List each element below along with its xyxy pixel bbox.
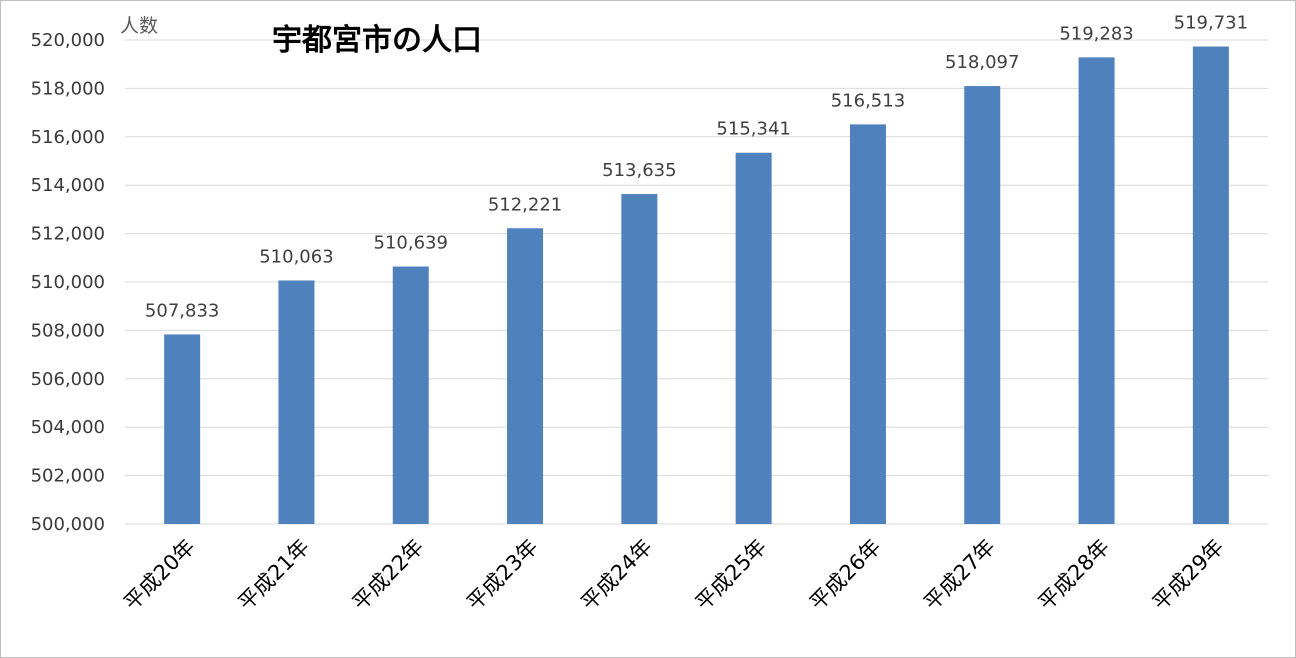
bars (164, 46, 1229, 525)
bar (849, 124, 886, 524)
x-category-label: 平成29年 (1148, 535, 1228, 615)
x-category-label: 平成27年 (919, 535, 999, 615)
x-category-label: 平成28年 (1034, 535, 1114, 615)
x-category-label: 平成24年 (576, 535, 656, 615)
x-category-label: 平成25年 (691, 535, 771, 615)
bar (507, 228, 544, 524)
y-tick-label: 514,000 (31, 175, 105, 196)
x-category-label: 平成20年 (119, 535, 199, 615)
data-label: 510,063 (259, 246, 333, 267)
data-label: 518,097 (945, 52, 1019, 73)
bar (964, 86, 1001, 524)
y-tick-label: 518,000 (31, 78, 105, 99)
x-category-label: 平成23年 (462, 535, 542, 615)
y-tick-label: 500,000 (31, 514, 105, 535)
gridlines (125, 39, 1268, 525)
data-label: 515,341 (716, 119, 790, 140)
y-tick-label: 508,000 (31, 320, 105, 341)
bar (278, 280, 315, 524)
x-category-label: 平成26年 (805, 535, 885, 615)
data-label: 519,731 (1174, 13, 1248, 34)
bar (164, 334, 201, 524)
data-label: 507,833 (145, 300, 219, 321)
y-tick-label: 504,000 (31, 417, 105, 438)
y-tick-label: 506,000 (31, 369, 105, 390)
chart-title: 宇都宮市の人口 (272, 23, 482, 58)
y-tick-label: 520,000 (31, 30, 105, 51)
bar (735, 152, 772, 524)
bar (1192, 46, 1229, 525)
x-category-label: 平成22年 (348, 535, 428, 615)
y-axis-ticks: 500,000 502,000 504,000 506,000 508,000 510,0… (31, 30, 105, 535)
data-labels: 507,833 510,063 510,639 512,221 513,635 515,3… (145, 13, 1248, 322)
data-label: 512,221 (488, 194, 562, 215)
data-label: 510,639 (374, 233, 448, 254)
y-tick-label: 512,000 (31, 224, 105, 245)
bar (621, 194, 658, 524)
y-tick-label: 510,000 (31, 272, 105, 293)
data-label: 516,513 (831, 90, 905, 111)
bar (1078, 57, 1115, 524)
x-axis-categories: 平成20年 平成21年 平成22年 平成23年 平成24年 平成25年 平成26年 平成27年… (119, 535, 1228, 615)
x-category-label: 平成21年 (234, 535, 314, 615)
data-label: 513,635 (602, 160, 676, 181)
bar (392, 266, 429, 524)
data-label: 519,283 (1059, 23, 1133, 44)
y-tick-label: 516,000 (31, 127, 105, 148)
y-axis-unit-label: 人数 (120, 15, 158, 37)
y-tick-label: 502,000 (31, 466, 105, 487)
